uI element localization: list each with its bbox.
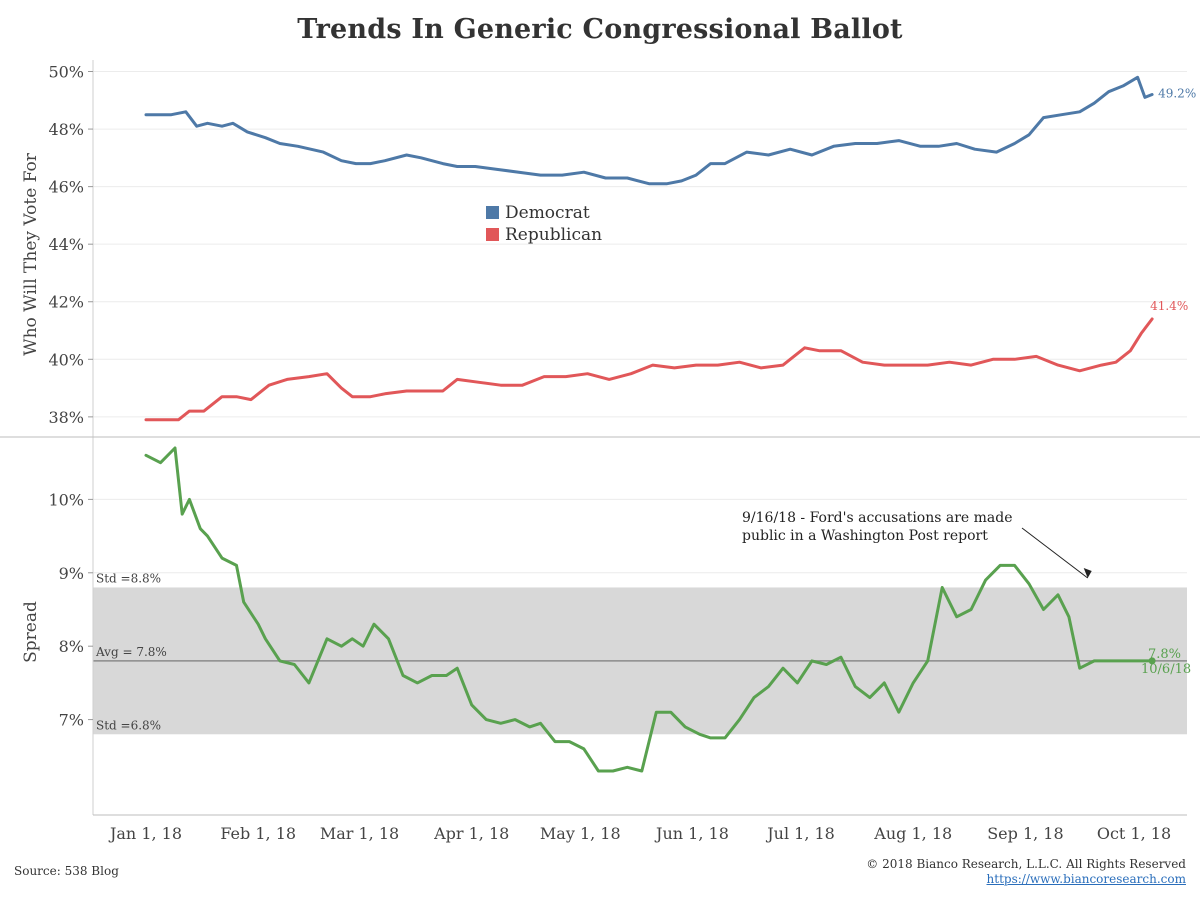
y-tick-label: 7% <box>59 711 84 730</box>
y-axis-title-top: Who Will They Vote For <box>21 152 41 356</box>
x-tick-label: Jun 1, 18 <box>654 824 729 843</box>
labels-layer: Std =8.8% Avg = 7.8% Std =6.8% 49.2% 41.4% De… <box>95 87 1196 733</box>
x-tick-label: May 1, 18 <box>540 824 621 843</box>
website-link[interactable]: https://www.biancoresearch.com <box>986 872 1186 886</box>
y-tick-label: 8% <box>59 637 84 656</box>
spread-end-marker <box>1148 657 1156 665</box>
y-tick-label: 48% <box>48 120 84 139</box>
democrat-end-label: 49.2% <box>1158 87 1196 101</box>
x-tick-label: Mar 1, 18 <box>320 824 399 843</box>
y-tick-label: 40% <box>48 350 84 369</box>
y-axis-title-bottom: Spread <box>21 601 41 663</box>
axes-layer: 38% 40% 42% 44% 46% 48% 50% Who Will They Vote … <box>0 60 1200 843</box>
std-band-layer <box>93 587 1187 735</box>
x-tick-label: Jul 1, 18 <box>765 824 835 843</box>
republican-line <box>144 317 1154 422</box>
y-tick-label: 10% <box>48 490 84 509</box>
std-low-label: Std =6.8% <box>96 718 161 732</box>
annotation-line-2: public in a Washington Post report <box>742 528 988 544</box>
annotation-arrow-line <box>1021 527 1089 579</box>
spread-line <box>144 446 1154 773</box>
y-tick-label: 50% <box>48 63 84 82</box>
y-tick-label: 9% <box>59 564 84 583</box>
legend-label: Republican <box>505 225 602 245</box>
copyright-block: © 2018 Bianco Research, L.L.C. All Right… <box>866 857 1186 887</box>
democrat-line <box>144 75 1154 186</box>
annotation-line-1: 9/16/18 - Ford's accusations are made <box>742 510 1013 526</box>
legend-label: Democrat <box>505 203 590 223</box>
legend-swatch <box>486 206 499 219</box>
x-tick-label: Jan 1, 18 <box>108 824 182 843</box>
chart-title: Trends In Generic Congressional Ballot <box>297 14 903 45</box>
y-tick-label: 42% <box>48 293 84 312</box>
series-layer <box>144 75 1154 773</box>
spread-end-value: 7.8% <box>1148 647 1181 662</box>
spread-end-date: 10/6/18 <box>1141 662 1191 677</box>
y-tick-label: 38% <box>48 408 84 427</box>
x-tick-label: Feb 1, 18 <box>220 824 296 843</box>
y-tick-label: 44% <box>48 235 84 254</box>
source-note: Source: 538 Blog <box>14 864 119 878</box>
avg-label: Avg = 7.8% <box>95 645 167 659</box>
copyright-text: © 2018 Bianco Research, L.L.C. All Right… <box>866 857 1186 871</box>
y-tick-label: 46% <box>48 178 84 197</box>
std-high-label: Std =8.8% <box>96 571 161 585</box>
x-tick-label: Aug 1, 18 <box>873 824 952 843</box>
annotation-arrow-head <box>1083 568 1092 578</box>
x-tick-label: Apr 1, 18 <box>433 824 509 843</box>
x-tick-label: Sep 1, 18 <box>987 824 1063 843</box>
x-tick-label: Oct 1, 18 <box>1097 824 1171 843</box>
republican-end-label: 41.4% <box>1150 299 1188 313</box>
legend-swatch <box>486 228 499 241</box>
